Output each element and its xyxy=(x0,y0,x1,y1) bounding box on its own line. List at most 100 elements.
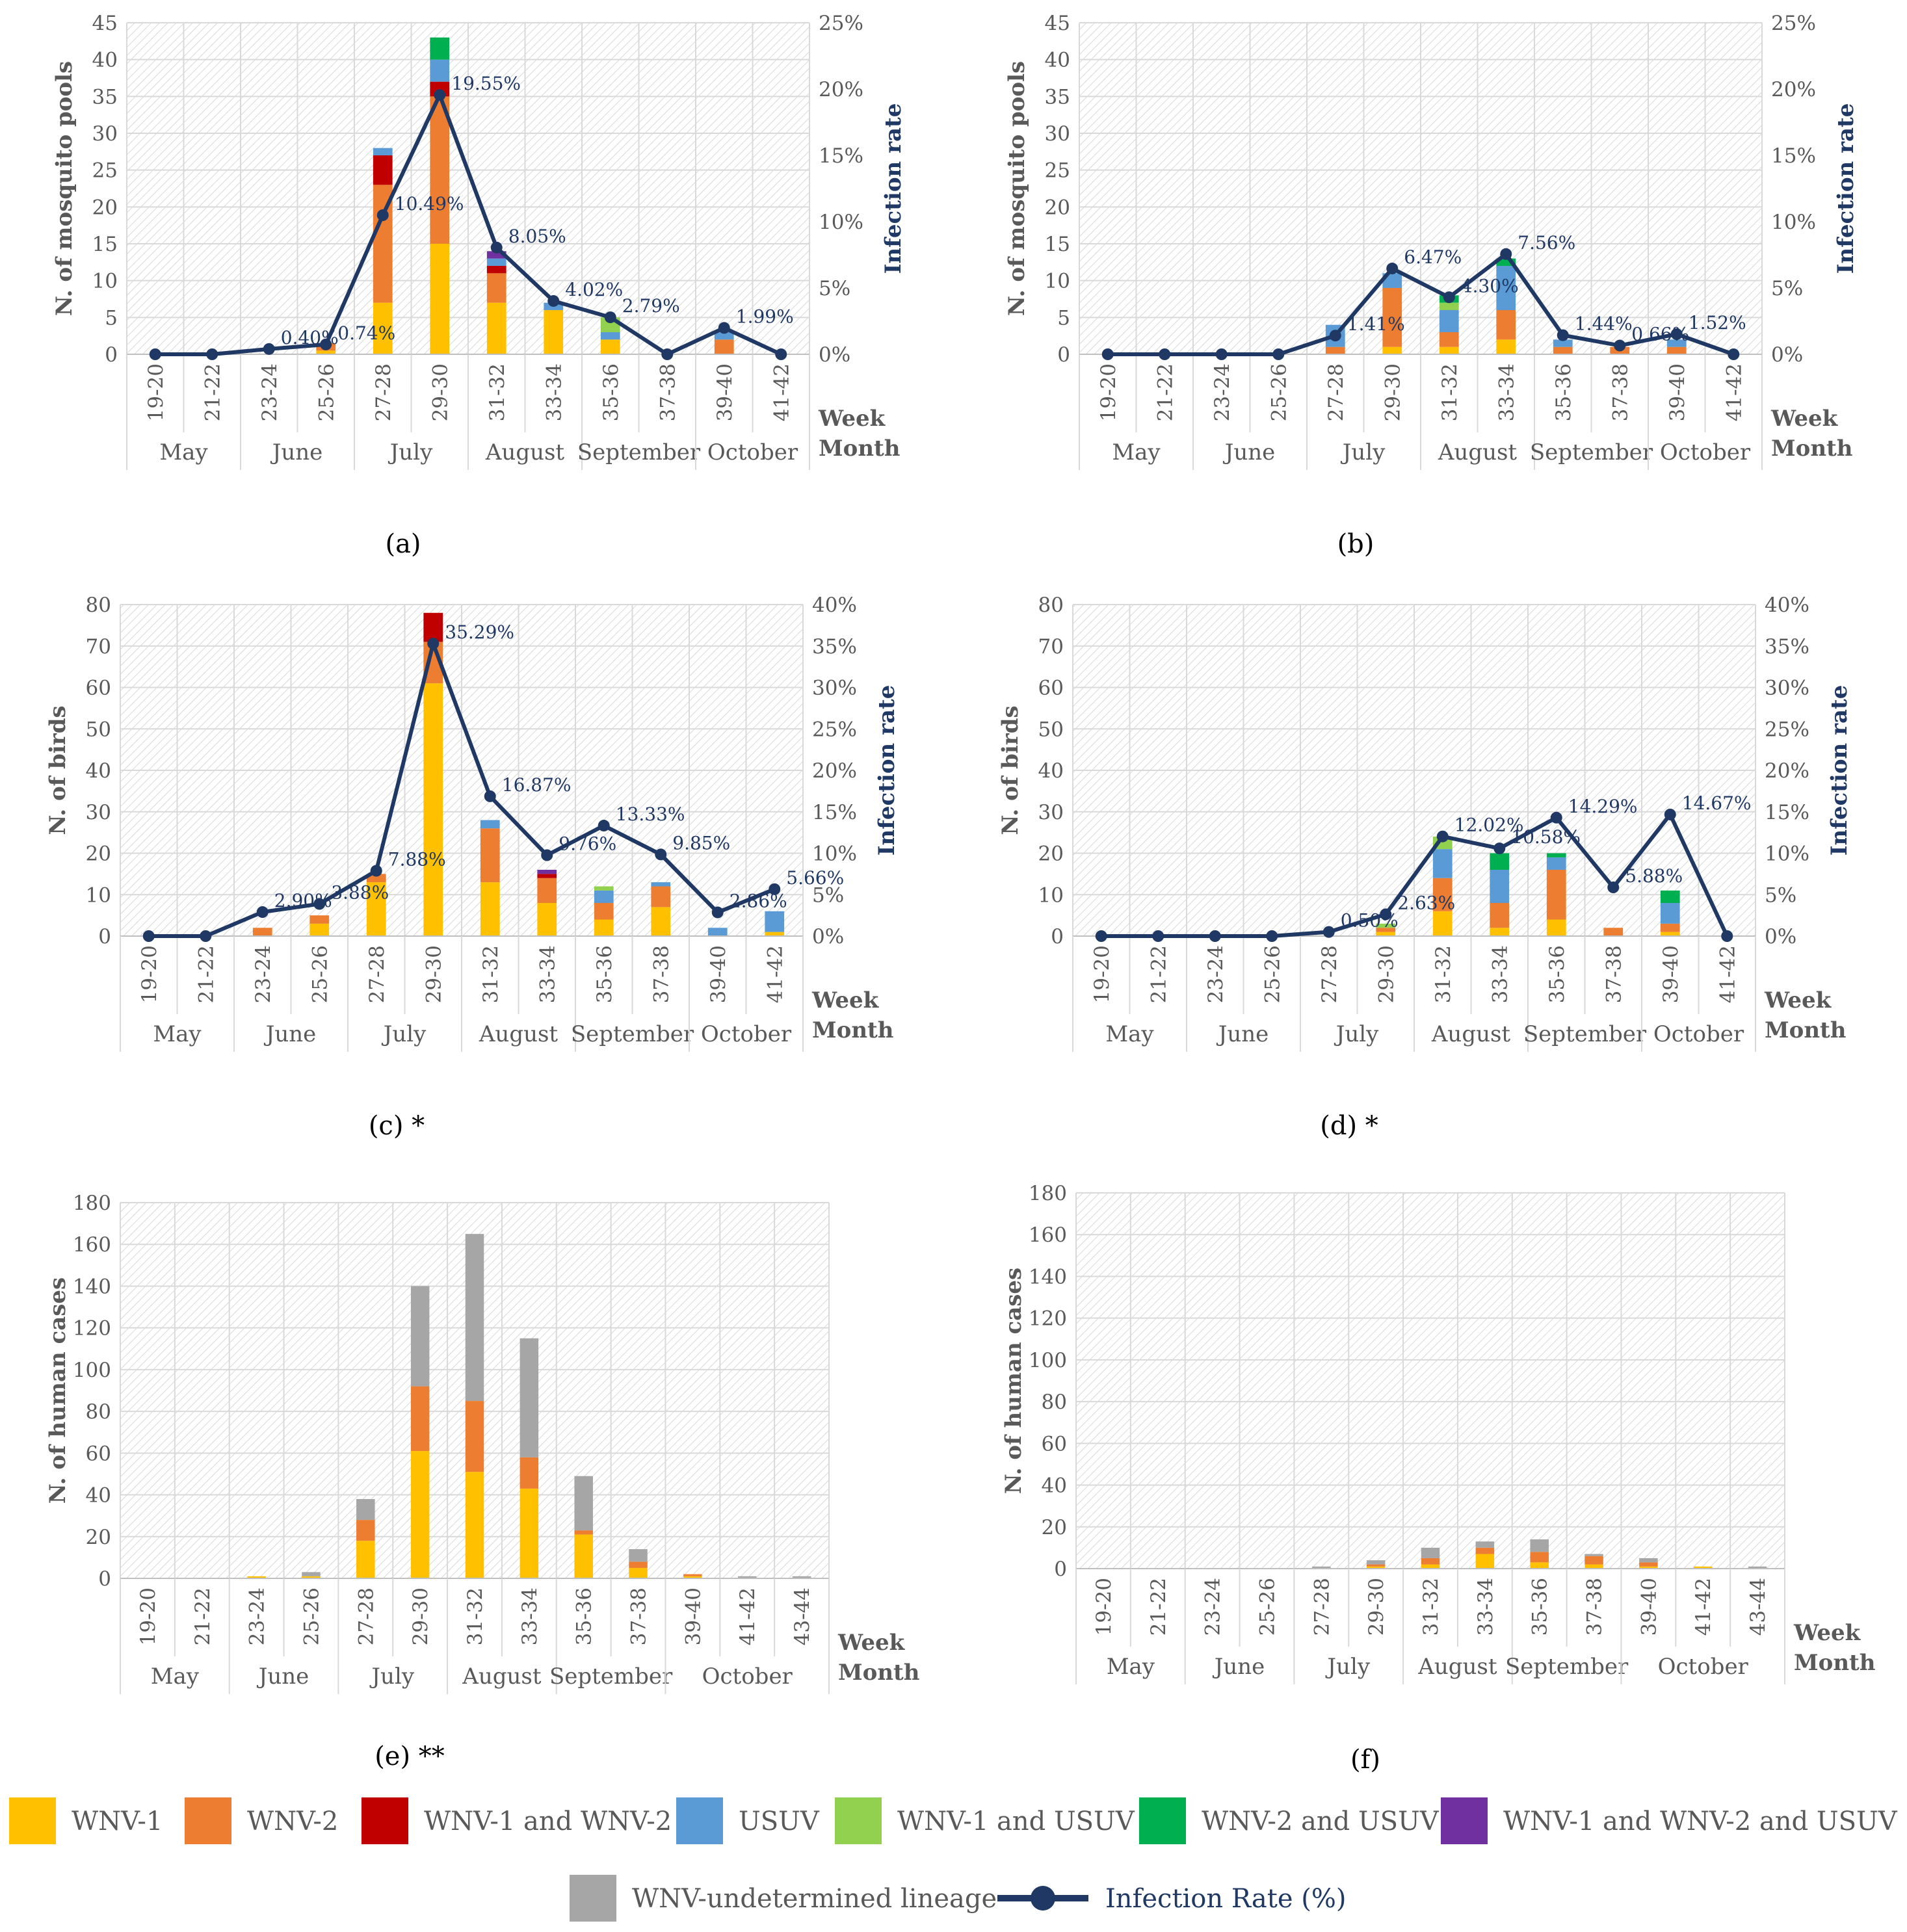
y-tick-label: 20 xyxy=(1038,842,1064,866)
month-label: July xyxy=(388,439,433,465)
x-tick-label: 25-26 xyxy=(315,363,338,421)
x-tick-label: 25-26 xyxy=(1256,1578,1279,1636)
x-axis-week-label: Week xyxy=(1793,1620,1861,1646)
bar-segment xyxy=(430,37,450,60)
y-tick-label: 160 xyxy=(73,1233,111,1257)
bar-segment xyxy=(1546,853,1566,857)
infection-rate-label: 10.58% xyxy=(1511,826,1581,848)
infection-rate-label: 7.56% xyxy=(1518,232,1575,254)
legend-label: WNV-1 and WNV-2 and USUV xyxy=(1503,1807,1898,1836)
infection-rate-point xyxy=(434,89,446,101)
y-tick-label: 180 xyxy=(1029,1182,1067,1205)
bar-segment xyxy=(707,928,728,936)
y-tick-label: 40 xyxy=(1038,759,1064,783)
infection-rate-point xyxy=(1500,248,1512,260)
month-label: August xyxy=(485,439,565,465)
x-axis-week-label: Week xyxy=(1764,987,1832,1013)
x-tick-label: 39-40 xyxy=(1659,945,1683,1003)
x-tick-label: 29-30 xyxy=(428,363,452,421)
y2-tick-label: 5% xyxy=(819,277,850,300)
month-label: September xyxy=(1523,1021,1647,1047)
bar-segment xyxy=(600,339,620,354)
bar-segment xyxy=(1546,919,1566,936)
y2-tick-label: 0% xyxy=(1765,925,1796,948)
infection-rate-point xyxy=(1266,930,1278,942)
infection-rate-point xyxy=(320,338,332,350)
panel-caption: (c) * xyxy=(369,1111,425,1141)
bar-segment xyxy=(1421,1564,1440,1569)
y2-tick-label: 0% xyxy=(1771,343,1803,367)
bar-segment xyxy=(366,874,386,883)
y-tick-label: 70 xyxy=(86,635,111,659)
x-axis-month-label: Month xyxy=(812,1017,893,1043)
x-tick-label: 33-34 xyxy=(1488,945,1512,1003)
panel-caption: (e) ** xyxy=(375,1742,445,1771)
bar-segment xyxy=(1530,1539,1549,1552)
infection-rate-point xyxy=(1550,811,1562,824)
x-tick-label: 25-26 xyxy=(1267,363,1291,421)
y2-tick-label: 15% xyxy=(812,801,857,824)
x-tick-label: 25-26 xyxy=(1261,945,1284,1003)
infection-rate-point xyxy=(655,848,667,861)
bar-segment xyxy=(1666,346,1687,354)
y-tick-label: 5 xyxy=(1057,306,1070,330)
infection-rate-label: 9.76% xyxy=(559,833,616,855)
y-tick-label: 80 xyxy=(86,1400,111,1424)
infection-rate-point xyxy=(490,241,503,254)
x-tick-label: 19-20 xyxy=(138,945,161,1003)
bar-segment xyxy=(1325,346,1345,354)
infection-rate-point xyxy=(484,790,496,802)
y-tick-label: 120 xyxy=(1029,1307,1067,1331)
bar-segment xyxy=(594,890,614,903)
y2-tick-label: 30% xyxy=(1765,677,1809,700)
bar-segment xyxy=(1376,932,1396,936)
infection-rate-label: 1.44% xyxy=(1575,313,1633,335)
x-tick-label: 33-34 xyxy=(542,363,566,421)
bar-segment xyxy=(1553,339,1573,347)
bar-segment xyxy=(309,915,330,924)
legend-label: WNV-2 and USUV xyxy=(1202,1807,1440,1836)
x-tick-label: 43-44 xyxy=(791,1587,814,1645)
y-tick-label: 50 xyxy=(1038,718,1064,741)
infection-rate-point xyxy=(263,343,275,355)
y2-tick-label: 20% xyxy=(819,78,863,101)
y-tick-label: 15 xyxy=(1045,233,1070,256)
x-axis-week-label: Week xyxy=(811,987,880,1013)
infection-rate-point xyxy=(1095,930,1107,942)
x-tick-label: 43-44 xyxy=(1746,1578,1770,1636)
infection-rate-line xyxy=(148,642,776,938)
month-label: July xyxy=(1334,1021,1379,1047)
x-axis-month-label: Month xyxy=(838,1660,919,1686)
month-label: September xyxy=(571,1021,694,1047)
bar-segment xyxy=(1439,302,1459,310)
x-tick-label: 31-32 xyxy=(464,1587,487,1645)
x-tick-label: 33-34 xyxy=(1495,363,1518,421)
x-tick-label: 27-28 xyxy=(365,945,389,1003)
infection-rate-point xyxy=(370,865,382,877)
bar-segment xyxy=(1660,923,1680,932)
bar-segment xyxy=(373,155,393,185)
x-tick-label: 23-24 xyxy=(252,945,275,1003)
y2-tick-label: 40% xyxy=(812,594,857,617)
x-tick-label: 23-24 xyxy=(1204,945,1228,1003)
y-tick-label: 100 xyxy=(1029,1349,1067,1372)
month-label: May xyxy=(153,1021,202,1047)
x-tick-label: 23-24 xyxy=(1202,1578,1225,1636)
infection-rate-point xyxy=(1607,881,1620,894)
y2-tick-label: 10% xyxy=(1771,211,1816,234)
y-tick-label: 45 xyxy=(92,12,118,35)
x-tick-label: 21-22 xyxy=(1153,363,1177,421)
x-tick-label: 29-30 xyxy=(1381,363,1404,421)
infection-rate-point xyxy=(661,348,674,360)
bar-segment xyxy=(519,1338,539,1457)
x-tick-label: 33-34 xyxy=(1474,1578,1497,1636)
bar-segment xyxy=(486,266,506,274)
infection-rate-label: 1.99% xyxy=(736,306,794,327)
chart-panel-e: 0 20 40 60 80 100 120 140 160 180 19-20 21-22 23-24 2… xyxy=(45,1192,919,1771)
month-label: June xyxy=(1213,1654,1265,1680)
infection-rate-point xyxy=(541,849,553,861)
infection-rate-point xyxy=(711,906,724,919)
y-tick-label: 20 xyxy=(86,1526,111,1549)
infection-rate-label: 13.33% xyxy=(616,803,685,825)
bar-segment xyxy=(1490,853,1510,870)
